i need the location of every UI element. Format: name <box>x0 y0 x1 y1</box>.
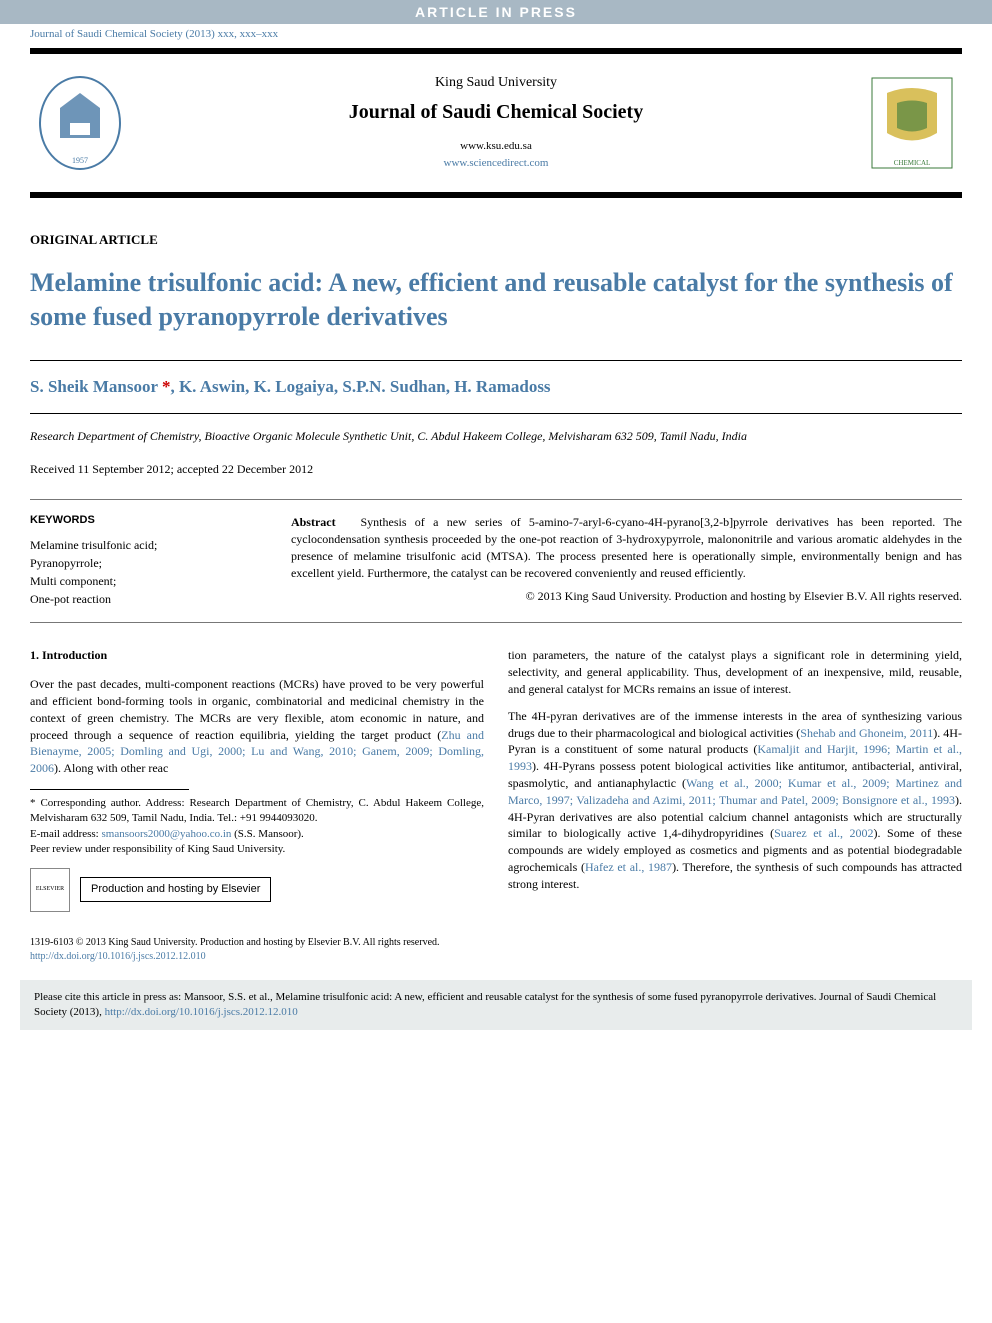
doi-link[interactable]: http://dx.doi.org/10.1016/j.jscs.2012.12… <box>30 951 206 962</box>
top-rule <box>30 48 962 54</box>
bottom-copyright: 1319-6103 © 2013 King Saud University. P… <box>0 922 992 970</box>
section-1-heading: 1. Introduction <box>30 647 484 664</box>
peer-review-note: Peer review under responsibility of King… <box>30 842 484 857</box>
citation-link[interactable]: Suarez et al., 2002 <box>774 826 873 840</box>
keywords-list: Melamine trisulfonic acid; Pyranopyrrole… <box>30 536 271 608</box>
footnotes: * Corresponding author. Address: Researc… <box>30 796 484 912</box>
abstract-text: Synthesis of a new series of 5-amino-7-a… <box>291 515 962 579</box>
author-rule-top <box>30 360 962 361</box>
email-suffix: (S.S. Mansoor). <box>231 828 303 840</box>
para-1-cont: tion parameters, the nature of the catal… <box>508 647 962 697</box>
elsevier-hosting-text: Production and hosting by Elsevier <box>80 877 271 902</box>
journal-url-1: www.ksu.edu.sa <box>460 140 532 152</box>
para-1: Over the past decades, multi-component r… <box>30 676 484 777</box>
masthead-bottom-rule <box>30 192 962 198</box>
article-dates: Received 11 September 2012; accepted 22 … <box>30 462 962 477</box>
article-in-press-banner: ARTICLE IN PRESS <box>0 0 992 24</box>
abstract-copyright: © 2013 King Saud University. Production … <box>291 588 962 605</box>
citation-link[interactable]: Shehab and Ghoneim, 2011 <box>800 726 933 740</box>
footnotes-rule <box>30 789 189 790</box>
authors: S. Sheik Mansoor *, K. Aswin, K. Logaiya… <box>30 377 962 397</box>
journal-reference: Journal of Saudi Chemical Society (2013)… <box>0 24 992 44</box>
svg-text:1957: 1957 <box>72 156 88 165</box>
keywords-heading: KEYWORDS <box>30 514 271 526</box>
email-label: E-mail address: <box>30 828 101 840</box>
corresponding-author-note: * Corresponding author. Address: Researc… <box>30 796 484 827</box>
affiliation: Research Department of Chemistry, Bioact… <box>30 428 962 445</box>
cite-doi-link[interactable]: http://dx.doi.org/10.1016/j.jscs.2012.12… <box>105 1006 298 1018</box>
journal-url-2[interactable]: www.sciencedirect.com <box>444 157 549 169</box>
svg-text:CHEMICAL: CHEMICAL <box>894 159 931 167</box>
keywords-abstract-block: KEYWORDS Melamine trisulfonic acid; Pyra… <box>30 499 962 623</box>
body-text: 1. Introduction Over the past decades, m… <box>30 647 962 911</box>
elsevier-logo-icon: ELSEVIER <box>30 868 70 912</box>
para-2: The 4H-pyran derivatives are of the imme… <box>508 708 962 893</box>
masthead: 1957 King Saud University Journal of Sau… <box>0 58 992 188</box>
citation-link[interactable]: Hafez et al., 1987 <box>585 860 672 874</box>
citation-box: Please cite this article in press as: Ma… <box>20 980 972 1031</box>
society-logo: CHEMICAL <box>862 68 962 178</box>
university-logo: 1957 <box>30 68 130 178</box>
university-name: King Saud University <box>130 75 862 91</box>
journal-name: Journal of Saudi Chemical Society <box>130 101 862 124</box>
email-link[interactable]: smansoors2000@yahoo.co.in <box>101 828 231 840</box>
article-type: ORIGINAL ARTICLE <box>30 232 962 248</box>
author-rule-bottom <box>30 413 962 414</box>
abstract-label: Abstract <box>291 515 336 529</box>
article-title: Melamine trisulfonic acid: A new, effici… <box>30 266 962 334</box>
corresponding-star-icon: * <box>162 377 171 396</box>
